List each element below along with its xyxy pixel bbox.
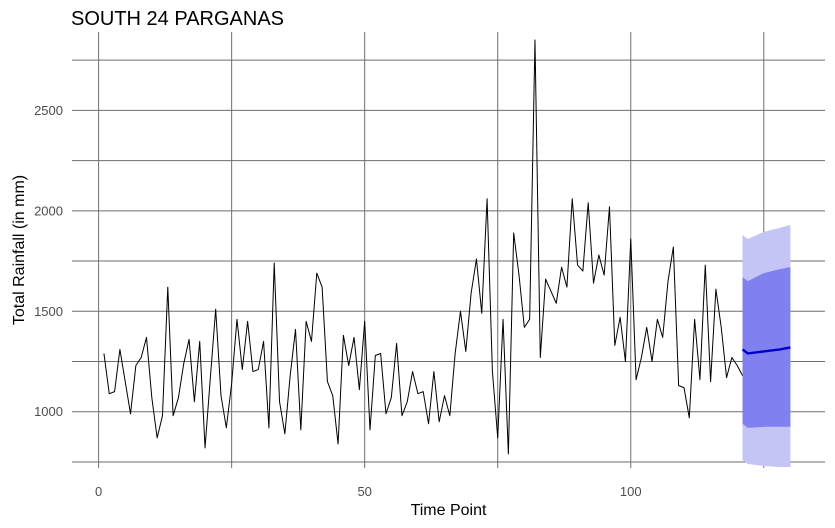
y-tick-label: 2500 [34, 103, 63, 118]
series-lines [103, 39, 791, 455]
y-tick-label: 2000 [34, 203, 63, 218]
y-axis-title: Total Rainfall (in mm) [11, 175, 28, 325]
tick-labels: 0 50 100 1000 1500 2000 2500 [34, 103, 642, 499]
chart-title: SOUTH 24 PARGANAS [71, 8, 285, 30]
x-axis-title: Time Point [411, 502, 487, 519]
forecast-intervals [742, 224, 791, 467]
x-tick-label: 50 [357, 484, 371, 499]
observed-rainfall-line [103, 39, 743, 455]
band-80-interval [742, 267, 791, 428]
x-tick-label: 0 [95, 484, 102, 499]
forecast-mean-line [741, 346, 791, 355]
y-tick-label: 1000 [34, 404, 63, 419]
y-tick-label: 1500 [34, 304, 63, 319]
grid-lines [72, 32, 825, 468]
x-tick-label: 100 [620, 484, 642, 499]
